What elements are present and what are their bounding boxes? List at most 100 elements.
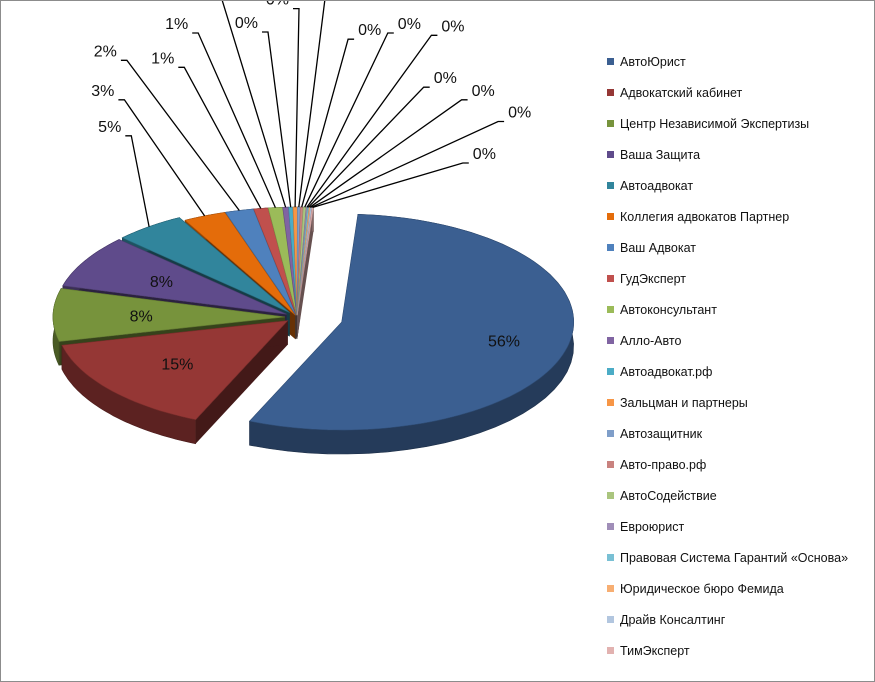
legend-label: Евроюрист xyxy=(620,519,685,534)
legend-label: Центр Независимой Экспертизы xyxy=(620,116,810,131)
leader-line xyxy=(301,38,355,208)
legend-swatch xyxy=(607,120,614,127)
legend-label: Алло-Авто xyxy=(620,333,682,348)
leader-line xyxy=(311,120,505,208)
legend-item: Алло-Авто xyxy=(607,325,869,356)
leader-line xyxy=(293,7,300,208)
data-label: 0% xyxy=(473,146,496,163)
legend-swatch xyxy=(607,89,614,96)
legend-item: Автоконсультант xyxy=(607,294,869,325)
legend-label: Автоконсультант xyxy=(620,302,717,317)
slice-cut-face xyxy=(297,207,314,340)
legend-label: Авто-право.рф xyxy=(620,457,707,472)
data-label: 8% xyxy=(130,309,153,326)
slice-1 xyxy=(248,213,575,431)
legend-item: Драйв Консалтинг xyxy=(607,604,869,635)
data-label: 0% xyxy=(508,105,531,122)
legend-label: АвтоЮрист xyxy=(620,54,686,69)
legend-item: Адвокатский кабинет xyxy=(607,77,869,108)
legend-swatch xyxy=(607,275,614,282)
legend-item: АвтоСодействие xyxy=(607,480,869,511)
legend-label: Автоадвокат xyxy=(620,178,694,193)
legend-swatch xyxy=(607,244,614,251)
legend-swatch xyxy=(607,337,614,344)
legend-item: Автозащитник xyxy=(607,418,869,449)
leader-line xyxy=(298,1,326,208)
data-label: 5% xyxy=(98,119,121,136)
pie-chart: 56%15%8%8%5%3%2%1%1%0%0%0%0%0%0%0%0%0%0%… xyxy=(52,1,575,455)
data-label: 1% xyxy=(151,50,174,67)
data-label: 3% xyxy=(91,83,114,100)
legend-swatch xyxy=(607,585,614,592)
legend-item: Правовая Система Гарантий «Основа» xyxy=(607,542,869,573)
leader-line xyxy=(309,99,468,208)
leader-line xyxy=(307,86,430,208)
leader-line xyxy=(262,31,292,208)
leader-line xyxy=(178,66,262,209)
legend-swatch xyxy=(607,492,614,499)
legend-swatch xyxy=(607,647,614,654)
legend-label: ТимЭксперт xyxy=(620,643,690,658)
legend-swatch xyxy=(607,461,614,468)
legend-item: АвтоЮрист xyxy=(607,46,869,77)
legend-item: ГудЭксперт xyxy=(607,263,869,294)
leader-line xyxy=(118,99,206,217)
legend-swatch xyxy=(607,430,614,437)
slice-cut-face xyxy=(195,320,288,444)
legend-swatch xyxy=(607,58,614,65)
legend-label: АвтоСодействие xyxy=(620,488,717,503)
data-label: 1% xyxy=(165,16,188,33)
legend-label: Коллегия адвокатов Партнер xyxy=(620,209,790,224)
legend-label: Драйв Консалтинг xyxy=(620,612,726,627)
data-label: 0% xyxy=(434,70,457,87)
leader-line xyxy=(304,32,394,208)
slice-tops xyxy=(52,206,575,431)
legend-label: Ваш Адвокат xyxy=(620,240,697,255)
legend-swatch xyxy=(607,616,614,623)
legend-label: Автозащитник xyxy=(620,426,703,441)
legend-item: Авто-право.рф xyxy=(607,449,869,480)
legend-item: Автоадвокат.рф xyxy=(607,356,869,387)
data-label: 56% xyxy=(488,334,520,351)
data-label: 0% xyxy=(235,15,258,32)
data-label: 15% xyxy=(161,357,193,374)
legend-swatch xyxy=(607,554,614,561)
legend-label: Адвокатский кабинет xyxy=(620,85,743,100)
legend-item: Ваша Защита xyxy=(607,139,869,170)
legend: АвтоЮрист Адвокатский кабинет Центр Незави… xyxy=(607,46,869,666)
legend-item: Коллегия адвокатов Партнер xyxy=(607,201,869,232)
leader-line xyxy=(125,135,150,227)
legend-item: ТимЭксперт xyxy=(607,635,869,666)
legend-item: Центр Независимой Экспертизы xyxy=(607,108,869,139)
legend-swatch xyxy=(607,151,614,158)
legend-label: ГудЭксперт xyxy=(620,271,687,286)
legend-swatch xyxy=(607,306,614,313)
legend-label: Правовая Система Гарантий «Основа» xyxy=(620,550,849,565)
data-label: 0% xyxy=(266,1,289,9)
slice-4 xyxy=(62,239,287,315)
legend-item: Ваш Адвокат xyxy=(607,232,869,263)
legend-item: Зальцман и партнеры xyxy=(607,387,869,418)
legend-label: Автоадвокат.рф xyxy=(620,364,713,379)
legend-swatch xyxy=(607,213,614,220)
data-label: 0% xyxy=(441,18,464,35)
legend-label: Ваша Защита xyxy=(620,147,701,162)
leader-line xyxy=(192,32,276,208)
legend-swatch xyxy=(607,182,614,189)
data-label: 2% xyxy=(94,43,117,60)
legend-label: Юридическое бюро Фемида xyxy=(620,581,784,596)
legend-item: Юридическое бюро Фемида xyxy=(607,573,869,604)
legend-item: Евроюрист xyxy=(607,511,869,542)
leader-line xyxy=(120,59,240,211)
slice-2 xyxy=(61,320,289,421)
data-label: 8% xyxy=(150,274,173,291)
data-label: 0% xyxy=(398,16,421,33)
data-labels: 56%15%8%8%5%3%2%1%1%0%0%0%0%0%0%0%0%0%0%… xyxy=(91,1,531,374)
legend-swatch xyxy=(607,368,614,375)
legend-swatch xyxy=(607,399,614,406)
leader-line xyxy=(221,1,287,208)
slice-3 xyxy=(52,288,286,342)
legend-item: Автоадвокат xyxy=(607,170,869,201)
data-label: 0% xyxy=(358,22,381,39)
